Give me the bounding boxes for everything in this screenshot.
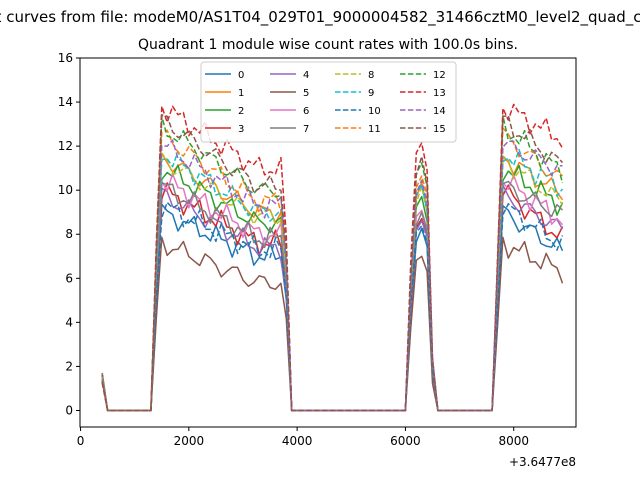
y-tick-label: 8	[65, 227, 73, 241]
y-tick-label: 12	[58, 139, 73, 153]
y-axis: 0 2 4 6 8 10 12 14 16	[58, 51, 80, 417]
legend-label-2: 2	[238, 106, 244, 117]
legend-label-3: 3	[238, 124, 244, 135]
x-axis: 0 2000 4000 6000 8000	[77, 427, 529, 448]
y-tick-label: 4	[65, 315, 73, 329]
legend-label-7: 7	[303, 124, 309, 135]
y-tick-label: 0	[65, 403, 73, 417]
x-tick-label: 4000	[282, 434, 313, 448]
x-tick-label: 0	[77, 434, 85, 448]
legend-label-12: 12	[433, 70, 446, 81]
legend-label-0: 0	[238, 70, 244, 81]
y-tick-label: 2	[65, 359, 73, 373]
plot-area	[101, 103, 564, 412]
chart-title: Quadrant 1 module wise count rates with …	[138, 37, 518, 53]
legend-label-11: 11	[368, 124, 381, 135]
legend-label-4: 4	[303, 70, 309, 81]
legend-label-13: 13	[433, 88, 446, 99]
legend-label-8: 8	[368, 70, 374, 81]
x-tick-label: 8000	[498, 434, 529, 448]
axes-frame	[79, 57, 577, 428]
figure-suptitle: Light curves from file: modeM0/AS1T04_02…	[0, 8, 640, 30]
legend-label-10: 10	[368, 106, 381, 117]
y-tick-label: 16	[58, 51, 73, 65]
x-tick-label: 6000	[390, 434, 421, 448]
legend-box	[200, 61, 457, 143]
legend-label-14: 14	[433, 106, 446, 117]
x-tick-label: 2000	[174, 434, 205, 448]
x-offset-label: +3.6477e8	[509, 455, 576, 469]
y-tick-label: 10	[58, 183, 73, 197]
y-tick-label: 6	[65, 271, 73, 285]
legend-label-5: 5	[303, 88, 309, 99]
legend-label-9: 9	[368, 88, 374, 99]
y-tick-label: 14	[58, 95, 73, 109]
legend-label-1: 1	[238, 88, 244, 99]
legend-label-15: 15	[433, 124, 446, 135]
legend-label-6: 6	[303, 106, 309, 117]
figure-suptitle-text: Light curves from file: modeM0/AS1T04_02…	[0, 8, 640, 26]
series-line-15	[101, 114, 564, 412]
